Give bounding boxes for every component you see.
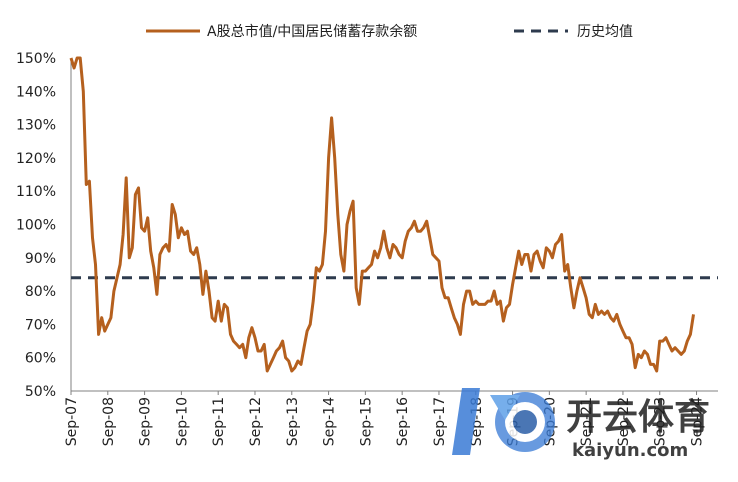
watermark-brand-cn: 开云体育 <box>566 397 710 438</box>
x-tick-label: Sep-23 <box>653 397 669 446</box>
x-tick-label: Sep-24 <box>690 397 706 446</box>
y-tick-label: 150% <box>16 51 56 67</box>
x-tick-label: Sep-11 <box>211 397 227 446</box>
y-tick-label: 70% <box>25 317 56 333</box>
watermark: 开云体育 kaiyun.com <box>452 388 710 461</box>
x-tick-label: Sep-13 <box>285 397 301 446</box>
x-tick-label: Sep-10 <box>174 397 190 446</box>
legend-label-mean: 历史均值 <box>577 24 633 40</box>
x-tick-label: Sep-14 <box>322 397 338 446</box>
y-tick-label: 90% <box>25 251 56 267</box>
x-tick-label: Sep-16 <box>395 397 411 446</box>
watermark-logo <box>452 388 555 455</box>
y-tick-label: 110% <box>16 184 56 200</box>
y-tick-label: 120% <box>16 151 56 167</box>
x-tick-label: Sep-15 <box>358 397 374 446</box>
x-tick-label: Sep-17 <box>432 397 448 446</box>
y-tick-label: 140% <box>16 84 56 100</box>
y-tick-label: 80% <box>25 284 56 300</box>
watermark-brand-en: kaiyun.com <box>572 440 688 461</box>
ratio-series-line <box>69 56 695 373</box>
x-tick-label: Sep-12 <box>248 397 264 446</box>
legend: A股总市值/中国居民储蓄存款余额 历史均值 <box>146 23 633 40</box>
y-tick-label: 50% <box>25 384 56 400</box>
x-tick-label: Sep-07 <box>64 397 80 446</box>
y-axis-ticks: 50% 60% 70% 80% 90% 100% 110% 120% 130% 140% 150% <box>16 51 56 400</box>
y-tick-label: 60% <box>25 351 56 367</box>
x-tick-label: Sep-22 <box>616 397 632 446</box>
y-tick-label: 100% <box>16 218 56 234</box>
x-tick-label: Sep-08 <box>101 397 117 446</box>
x-tick-label: Sep-21 <box>579 397 595 446</box>
legend-label-ratio: A股总市值/中国居民储蓄存款余额 <box>207 23 417 40</box>
x-tick-label: Sep-09 <box>138 397 154 446</box>
y-tick-label: 130% <box>16 118 56 134</box>
